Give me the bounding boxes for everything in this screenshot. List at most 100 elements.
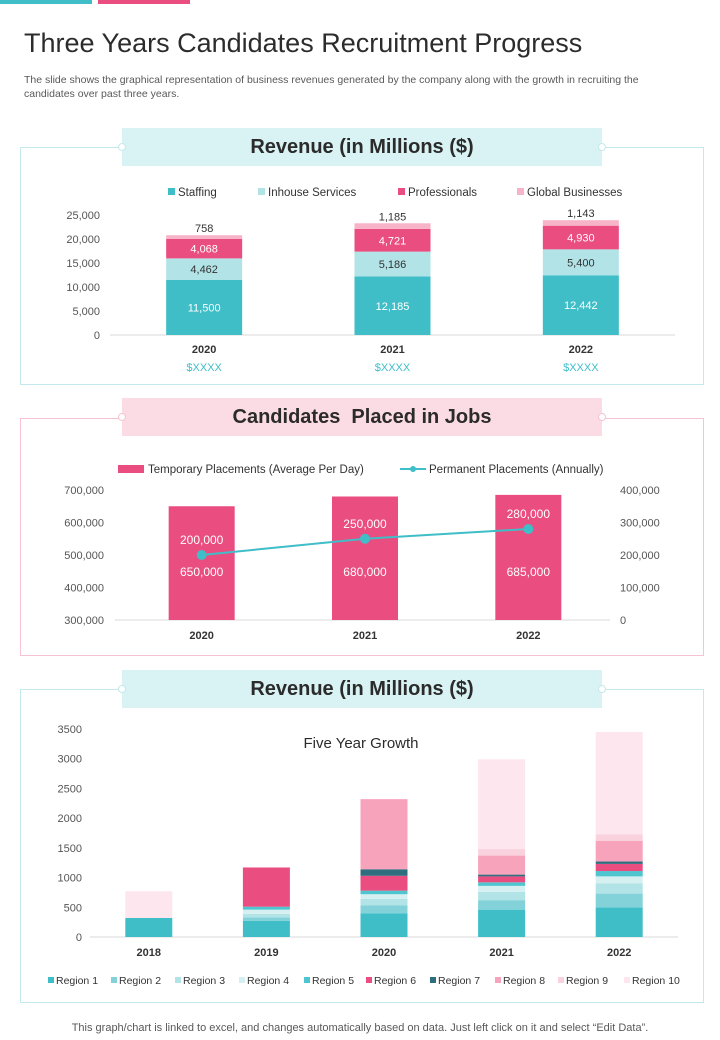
category-sublabel: $XXXX — [563, 362, 599, 374]
bar-segment — [166, 238, 243, 259]
bar-segment — [478, 882, 526, 886]
bar-segment — [360, 913, 408, 937]
data-label: 758 — [195, 223, 213, 235]
legend-label: Temporary Placements (Average Per Day) — [148, 464, 364, 476]
legend-label: Region 3 — [183, 975, 225, 987]
legend-marker — [410, 466, 416, 472]
footer-note: This graph/chart is linked to excel, and… — [71, 1022, 649, 1034]
data-label: 1,143 — [567, 208, 595, 220]
banner-dot-left — [118, 413, 126, 421]
bar-segment — [595, 893, 643, 908]
bar-segment — [242, 920, 290, 937]
bar-data-label: 680,000 — [343, 565, 387, 579]
bar-segment — [242, 867, 290, 907]
bar-segment — [242, 913, 290, 918]
y-tick-label: 0 — [94, 330, 100, 342]
data-label: 4,930 — [567, 233, 595, 245]
bar-segment — [242, 917, 290, 921]
accent-line-pink — [98, 0, 190, 4]
y-tick-label: 3000 — [58, 754, 82, 766]
bar-segment — [478, 885, 526, 892]
data-label: 11,500 — [188, 302, 221, 314]
category-sublabel: $XXXX — [375, 362, 411, 374]
x-tick-label: 2022 — [607, 947, 631, 959]
bar-segment — [478, 876, 526, 883]
line-data-label: 280,000 — [507, 507, 551, 521]
legend-label: Region 4 — [247, 975, 289, 987]
x-tick-label: 2022 — [569, 344, 593, 356]
legend-label: Region 2 — [119, 975, 161, 987]
legend-label: Region 1 — [56, 975, 98, 987]
y-tick-label: 2000 — [58, 813, 82, 825]
y-tick-label: 5,000 — [72, 306, 100, 318]
five-year-growth-chart: 0 500 1000 1500 2000 2500 3000 3500 Five Year Gr… — [48, 724, 680, 987]
bar-segment — [478, 759, 526, 850]
x-tick-label: 2022 — [516, 630, 540, 642]
legend-swatch — [398, 188, 405, 195]
bar — [332, 496, 398, 620]
candidates-banner-title: Candidates Placed in Jobs — [122, 398, 602, 436]
legend-label: Region 9 — [566, 975, 608, 987]
y-right-tick-label: 100,000 — [620, 583, 660, 595]
legend-label: Region 6 — [374, 975, 416, 987]
legend-label: Region 7 — [438, 975, 480, 987]
bar-segment — [595, 731, 643, 835]
legend-swatch — [304, 977, 310, 983]
banner-dot-right — [598, 413, 606, 421]
y-right-tick-label: 200,000 — [620, 550, 660, 562]
bar-segment — [242, 906, 290, 910]
data-label: 4,721 — [379, 235, 407, 247]
bar-segment — [542, 220, 619, 226]
bar-segment — [354, 223, 431, 229]
bar-segment — [360, 875, 408, 891]
bar-segment — [242, 909, 290, 914]
y-tick-label: 500 — [64, 902, 82, 914]
x-tick-label: 2018 — [137, 947, 161, 959]
bar-segment — [595, 861, 643, 864]
legend-swatch — [258, 188, 265, 195]
line-point — [360, 533, 370, 544]
bar-segment — [595, 840, 643, 862]
y-right-tick-label: 0 — [620, 615, 626, 627]
bar-segment — [595, 876, 643, 884]
bar-segment — [595, 907, 643, 937]
chart-title: Five Year Growth — [303, 735, 418, 752]
y-left-tick-label: 300,000 — [64, 615, 104, 627]
y-right-tick-label: 400,000 — [620, 485, 660, 497]
legend-label: Permanent Placements (Annually) — [429, 464, 604, 476]
legend-swatch — [239, 977, 245, 983]
bar-segment — [360, 905, 408, 914]
bar-segment — [595, 834, 643, 841]
revenue-stacked-chart: 0 5,000 10,000 15,000 20,000 25,000 Staffing In… — [66, 187, 675, 374]
legend-label: Professionals — [408, 187, 477, 199]
legend-swatch-bar — [118, 465, 144, 473]
legend-swatch — [517, 188, 524, 195]
legend-label: Inhouse Services — [268, 187, 356, 199]
banner-dot-left — [118, 685, 126, 693]
bar-segment — [542, 249, 619, 276]
y-left-tick-label: 500,000 — [64, 550, 104, 562]
bar-segment — [360, 890, 408, 895]
banner-dot-left — [118, 143, 126, 151]
five-year-banner-title: Revenue (in Millions ($) — [122, 670, 602, 708]
x-tick-label: 2021 — [353, 630, 377, 642]
bar-segment — [166, 258, 243, 280]
category-sublabel: $XXXX — [186, 362, 222, 374]
bar-segment — [354, 276, 431, 335]
y-tick-label: 1000 — [58, 873, 82, 885]
placements-combo-chart: 300,000 400,000 500,000 600,000 700,000 0 100,… — [64, 464, 660, 642]
y-tick-label: 1500 — [58, 843, 82, 855]
bar-segment — [478, 849, 526, 856]
legend-swatch — [495, 977, 501, 983]
data-label: 12,185 — [376, 301, 410, 313]
line-data-label: 200,000 — [180, 533, 224, 547]
y-tick-label: 10,000 — [66, 282, 100, 294]
legend-swatch — [430, 977, 436, 983]
legend-swatch — [366, 977, 372, 983]
y-tick-label: 2500 — [58, 783, 82, 795]
bar-segment — [360, 898, 408, 906]
data-label: 12,442 — [564, 300, 598, 312]
bar-segment — [354, 228, 431, 252]
legend-label: Region 5 — [312, 975, 354, 987]
legend-swatch — [175, 977, 181, 983]
